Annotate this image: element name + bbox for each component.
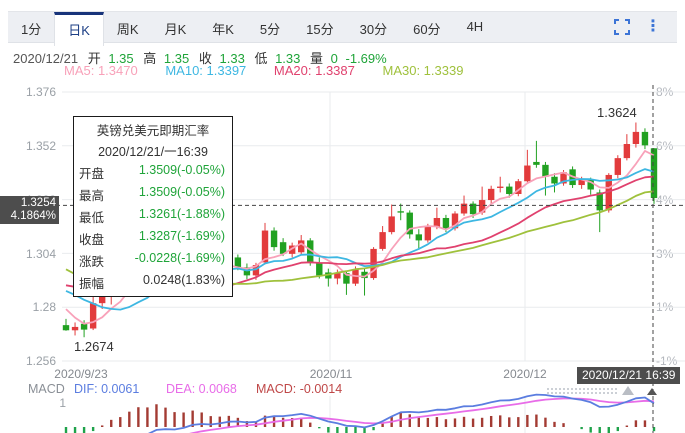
ma10-readout: MA10: 1.3397 [165,63,247,78]
change-percent: -1.69% [345,51,387,66]
quote-summary-bar: 2020/12/21 开 1.35 高 1.35 收 1.33 低 1.33 量… [13,48,387,67]
open-label: 开 [87,51,101,66]
tooltip-low-value: 1.3261(-1.88%) [138,206,225,221]
tooltip-open-label: 开盘 [79,166,105,181]
tooltip-title: 英镑兑美元即期汇率 [96,124,210,138]
cursor-triangle-icon[interactable] [647,388,657,395]
tab-4h[interactable]: 4H [466,19,484,34]
price-axis-label: 1.28 [32,300,56,314]
macd-panel-chart[interactable] [0,382,685,433]
open-value: 1.35 [108,51,134,66]
price-axis-label: 1.304 [25,247,56,261]
price-axis-label: 1.376 [25,85,56,99]
macd-indicator-name: MACD [28,382,65,396]
crosshair-time-tag: 2020/12/21 16:39 [577,367,681,384]
x-axis-label-dec: 2020/12 [503,367,547,381]
tooltip-low-label: 最低 [79,210,105,225]
tooltip-open-value: 1.3509(-0.05%) [138,162,225,177]
tab-30min[interactable]: 30分 [359,22,388,37]
current-price-tag: 1.3254 4.1864% [0,196,59,224]
dif-readout: DIF: 0.0061 [74,382,140,396]
current-price-value: 1.3254 [20,197,56,209]
percent-axis-label: 3% [656,247,674,261]
tab-60min[interactable]: 60分 [413,22,441,37]
price-axis-label: 1.256 [25,354,56,368]
ma20-readout: MA20: 1.3387 [273,63,355,78]
tab-daily-k[interactable]: 日K [54,12,104,46]
zoom-drag-handle[interactable] [546,387,618,395]
tooltip-high-value: 1.3509(-0.05%) [138,184,225,199]
tooltip-change-label: 涨跌 [79,254,105,269]
ma5-readout: MA5: 1.3470 [64,63,138,78]
quote-date: 2020/12/21 [13,51,79,66]
high-price-annotation: 1.3624 [597,105,637,120]
volume-value: 0 [330,51,338,66]
low-price-annotation: 1.2674 [74,339,114,354]
tab-1min[interactable]: 1分 [21,22,42,37]
macd-scale-label: 1 [59,396,66,410]
tooltip-amplitude-label: 振幅 [79,276,105,291]
tab-monthly-k[interactable]: 月K [164,22,187,37]
x-axis-label-nov: 2020/11 [309,367,353,381]
slider-triangle-icon[interactable] [622,386,634,395]
current-price-percent: 4.1864% [10,210,56,222]
candlestick-chart[interactable] [0,84,685,382]
ma-legend-bar: MA5: 1.3470 MA10: 1.3397 MA20: 1.3387 MA… [64,63,487,78]
ma30-readout: MA30: 1.3339 [382,63,464,78]
high-value: 1.35 [163,51,190,66]
low-value: 1.33 [275,51,301,66]
volume-label: 量 [310,51,324,66]
tab-weekly-k[interactable]: 周K [116,22,139,37]
tab-yearly-k[interactable]: 年K [212,22,234,37]
macd-readout: MACD: -0.0014 [256,382,343,396]
tooltip-close-label: 收盘 [79,232,105,247]
tooltip-datetime: 2020/12/21/一16:39 [98,145,208,159]
tooltip-close-value: 1.3287(-1.69%) [138,228,225,243]
dea-readout: DEA: 0.0068 [166,382,237,396]
price-axis-label: 1.352 [25,139,56,153]
tooltip-high-label: 最高 [79,188,105,203]
tab-5min[interactable]: 5分 [259,22,281,37]
fullscreen-icon[interactable] [614,19,630,35]
candle-tooltip: 英镑兑美元即期汇率 2020/12/21/一16:39 开盘 1.3509(-0.… [73,116,233,297]
tooltip-amplitude-value: 0.0248(1.83%) [142,272,225,287]
tab-15min[interactable]: 15分 [306,22,334,37]
x-axis-label-start: 2020/9/23 [54,367,108,381]
low-label: 低 [254,51,268,66]
high-label: 高 [143,51,157,66]
close-value: 1.33 [219,51,245,66]
timeframe-tabbar: 1分 日K 周K 月K 年K 5分 15分 30分 60分 4H ⋮ [8,11,677,46]
more-menu-icon[interactable]: ⋮ [645,18,661,35]
tooltip-change-value: -0.0228(-1.69%) [134,250,225,265]
close-label: 收 [198,51,212,66]
